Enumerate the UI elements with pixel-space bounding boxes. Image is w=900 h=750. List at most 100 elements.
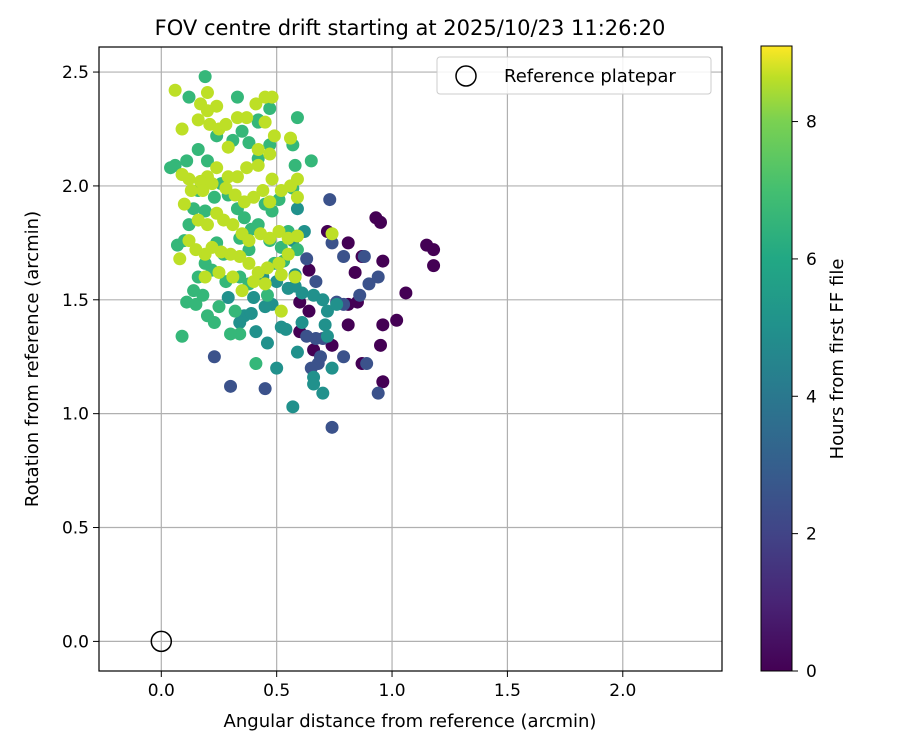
data-point xyxy=(247,275,261,289)
data-point xyxy=(362,277,376,291)
data-point xyxy=(318,318,332,332)
data-point xyxy=(316,293,330,307)
data-point xyxy=(226,218,240,232)
data-point xyxy=(360,357,374,371)
data-point xyxy=(207,190,221,204)
data-point xyxy=(279,322,293,336)
data-point xyxy=(274,304,288,318)
data-point xyxy=(258,382,272,396)
legend-label: Reference platepar xyxy=(504,66,676,87)
data-point xyxy=(371,386,385,400)
colorbar-tick-label: 0 xyxy=(806,662,817,682)
data-point xyxy=(256,183,270,197)
data-point xyxy=(300,252,314,266)
data-point xyxy=(244,306,258,320)
data-point xyxy=(180,154,194,168)
data-point xyxy=(237,211,251,225)
data-point xyxy=(260,336,274,350)
data-point xyxy=(295,316,309,330)
data-point xyxy=(374,215,388,229)
reference-platepar-marker xyxy=(150,630,173,653)
data-point xyxy=(302,263,316,277)
y-tick-label: 1.5 xyxy=(62,291,89,311)
data-point xyxy=(307,377,321,391)
data-point xyxy=(200,218,214,232)
data-point xyxy=(260,288,274,302)
data-point xyxy=(175,329,189,343)
data-point xyxy=(348,265,362,279)
data-point xyxy=(230,90,244,104)
data-point xyxy=(228,304,242,318)
y-axis-label: Rotation from reference (arcmin) xyxy=(22,211,43,507)
data-point xyxy=(288,158,302,172)
data-point xyxy=(233,327,247,341)
data-point xyxy=(200,104,214,118)
data-point xyxy=(341,318,355,332)
y-tick-label: 0.5 xyxy=(62,519,89,539)
y-tick-label: 1.0 xyxy=(62,405,89,425)
data-point xyxy=(219,181,233,195)
legend-marker-icon xyxy=(455,65,477,87)
data-point xyxy=(205,177,219,191)
data-point xyxy=(233,316,247,330)
data-point xyxy=(182,234,196,248)
data-point xyxy=(427,259,441,273)
data-point xyxy=(242,136,256,150)
data-point xyxy=(309,275,323,289)
data-point xyxy=(272,224,286,238)
data-point xyxy=(235,124,249,138)
data-point xyxy=(240,161,254,175)
y-tick-label: 0.0 xyxy=(62,632,89,652)
data-point xyxy=(399,286,413,300)
data-point xyxy=(376,375,390,389)
data-point xyxy=(182,90,196,104)
data-point xyxy=(212,300,226,314)
data-point xyxy=(168,83,182,97)
data-point xyxy=(290,111,304,125)
data-point xyxy=(200,154,214,168)
data-point xyxy=(353,288,367,302)
data-point xyxy=(263,195,277,209)
data-point xyxy=(230,170,244,184)
y-tick-label: 2.5 xyxy=(62,63,89,83)
data-point xyxy=(247,190,261,204)
colorbar-label: Hours from first FF file xyxy=(827,259,848,460)
data-point xyxy=(249,97,263,111)
data-point xyxy=(265,172,279,186)
grid-lines xyxy=(99,47,722,671)
data-point xyxy=(184,183,198,197)
colorbar: 0 2 4 6 8 Hours from first FF file xyxy=(760,45,848,682)
data-point xyxy=(323,193,337,207)
data-point xyxy=(187,284,201,298)
data-point xyxy=(198,256,212,270)
data-point xyxy=(196,183,210,197)
chart-title: FOV centre drift starting at 2025/10/23 … xyxy=(155,16,666,40)
data-point xyxy=(173,252,187,266)
data-point xyxy=(272,256,286,270)
data-point xyxy=(325,361,339,375)
data-point xyxy=(316,386,330,400)
data-point xyxy=(175,168,189,182)
data-point xyxy=(198,70,212,84)
plot-frame xyxy=(98,46,723,672)
data-point xyxy=(191,142,205,156)
data-point xyxy=(189,243,203,257)
data-point xyxy=(371,270,385,284)
data-point xyxy=(325,236,339,250)
data-point xyxy=(191,113,205,127)
data-point xyxy=(376,254,390,268)
data-point xyxy=(341,236,355,250)
data-point xyxy=(290,202,304,216)
data-point xyxy=(357,250,371,264)
colorbar-ticks: 0 2 4 6 8 xyxy=(792,113,817,682)
data-point xyxy=(284,131,298,145)
data-points xyxy=(164,70,441,434)
data-point xyxy=(198,204,212,218)
data-point xyxy=(300,329,314,343)
data-point xyxy=(330,297,344,311)
x-tick-label: 2.0 xyxy=(609,681,636,701)
colorbar-tick-label: 4 xyxy=(806,387,817,407)
data-point xyxy=(219,117,233,131)
data-point xyxy=(210,161,224,175)
x-tick-label: 1.5 xyxy=(494,681,521,701)
